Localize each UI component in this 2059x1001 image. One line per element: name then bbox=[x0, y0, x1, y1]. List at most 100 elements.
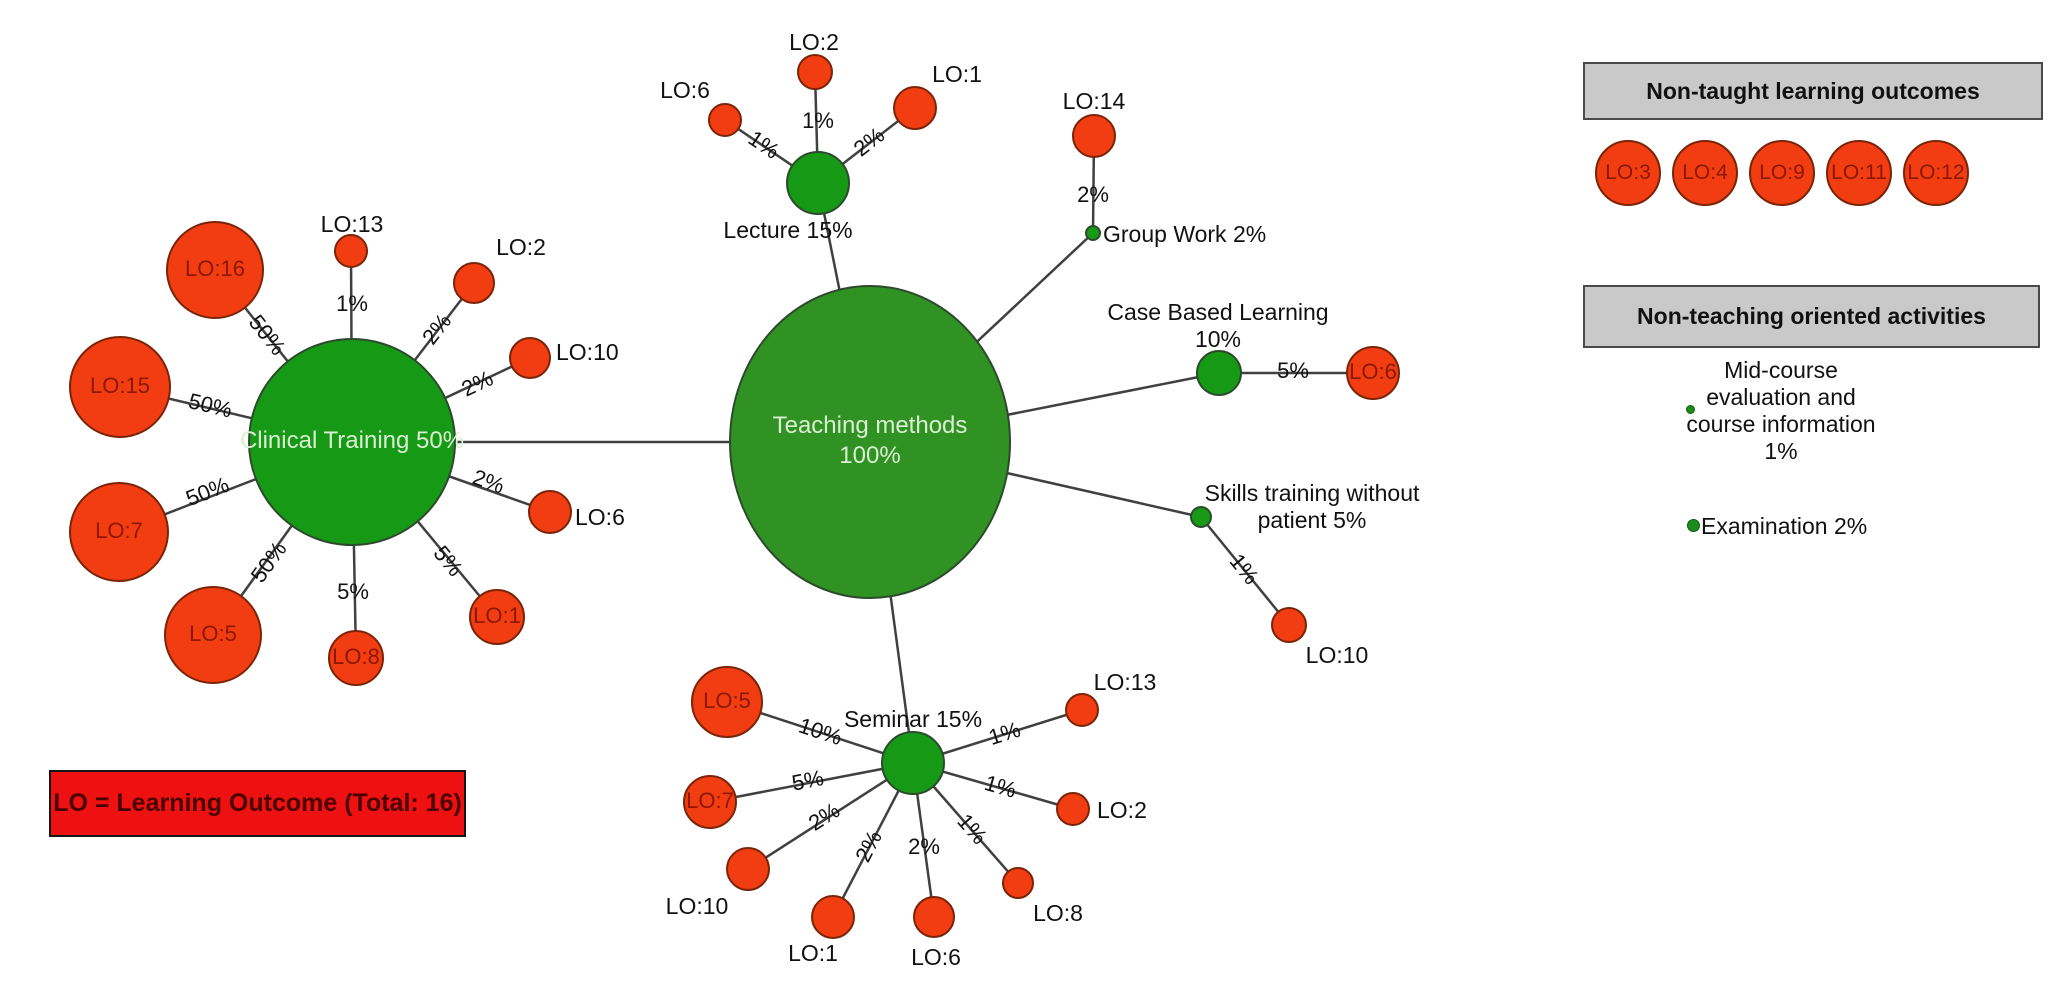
edge-label-clinical-c_lo7: 50% bbox=[182, 472, 232, 511]
non-taught-outcome-lo3: LO:3 bbox=[1595, 140, 1661, 206]
node-label-se_lo5: LO:5 bbox=[703, 688, 751, 713]
non-taught-outcome-lo11: LO:11 bbox=[1826, 140, 1892, 206]
node-label-c_lo1: LO:1 bbox=[473, 603, 521, 628]
node-c_lo16 bbox=[166, 221, 264, 319]
node-l_lo6 bbox=[708, 103, 742, 137]
node-se_lo2 bbox=[1056, 792, 1090, 826]
node-cbl bbox=[1196, 350, 1242, 396]
edge-label-lecture-l_lo6: 1% bbox=[744, 125, 784, 164]
node-label-c_lo7: LO:7 bbox=[95, 518, 143, 543]
node-label-c_lo13: LO:13 bbox=[321, 211, 384, 237]
node-label-seminar: Seminar 15% bbox=[844, 706, 982, 732]
edge-label-seminar-se_lo7: 5% bbox=[790, 765, 826, 796]
node-label-c_lo16: LO:16 bbox=[185, 256, 245, 281]
node-label-se_lo10: LO:10 bbox=[666, 893, 729, 919]
node-label-clinical: Clinical Training 50% bbox=[240, 427, 464, 454]
edge-label-clinical-c_lo16: 50% bbox=[244, 310, 291, 360]
non-taught-title: Non-taught learning outcomes bbox=[1646, 78, 1980, 104]
node-se_lo7 bbox=[683, 775, 737, 829]
node-c_lo7 bbox=[69, 482, 169, 582]
edge-label-clinical-c_lo8: 5% bbox=[337, 579, 369, 604]
legend-label: LO = Learning Outcome (Total: 16) bbox=[53, 789, 462, 817]
non-taught-circles: LO:3 LO:4 LO:9 LO:11 LO:12 bbox=[1595, 140, 1969, 206]
edge-label-seminar-se_lo5: 10% bbox=[796, 713, 846, 750]
node-c_lo5 bbox=[164, 586, 262, 684]
node-se_lo1 bbox=[811, 895, 855, 939]
edge-label-groupwork-g_lo14: 2% bbox=[1077, 182, 1109, 207]
node-label-groupwork: Group Work 2% bbox=[1103, 221, 1266, 247]
node-c_lo13 bbox=[334, 234, 368, 268]
node-teaching bbox=[729, 285, 1011, 599]
node-label-se_lo2: LO:2 bbox=[1097, 797, 1147, 823]
edge-label-seminar-se_lo1: 2% bbox=[850, 826, 887, 866]
node-label-c_lo6: LO:6 bbox=[575, 504, 625, 530]
midcourse-line-2: evaluation and bbox=[1706, 384, 1856, 410]
edge-seminar-se_lo10 bbox=[747, 761, 914, 871]
node-se_lo6 bbox=[913, 896, 955, 938]
non-taught-outcome-lo12: LO:12 bbox=[1903, 140, 1969, 206]
node-label-lecture: Lecture 15% bbox=[723, 217, 852, 243]
node-s_lo10 bbox=[1271, 607, 1307, 643]
node-c_lo6 bbox=[528, 490, 572, 534]
midcourse-dot-icon bbox=[1686, 405, 1695, 414]
node-c_lo10 bbox=[509, 337, 551, 379]
non-teaching-title: Non-teaching oriented activities bbox=[1637, 303, 1986, 329]
legend-box: LO = Learning Outcome (Total: 16) bbox=[49, 770, 466, 837]
node-label-c_lo5: LO:5 bbox=[189, 621, 237, 646]
node-clinical bbox=[248, 338, 456, 546]
node-c_lo8 bbox=[328, 630, 384, 686]
node-se_lo10 bbox=[726, 847, 770, 891]
node-label-c_lo15: LO:15 bbox=[90, 373, 150, 398]
node-label-l_lo1: LO:1 bbox=[932, 61, 982, 87]
node-label-se_lo1: LO:1 bbox=[788, 940, 838, 966]
edge-label-cbl-cb_lo6: 5% bbox=[1277, 358, 1309, 383]
node-c_lo1 bbox=[469, 589, 525, 645]
node-label-c_lo10: LO:10 bbox=[556, 339, 619, 365]
edge-label-clinical-c_lo15: 50% bbox=[186, 388, 235, 422]
edge-label-seminar-se_lo13: 1% bbox=[986, 717, 1024, 750]
non-taught-outcome-lo9: LO:9 bbox=[1749, 140, 1815, 206]
midcourse-line-3: course information bbox=[1686, 411, 1876, 437]
node-label-cbl: Case Based Learning 10% bbox=[1107, 299, 1328, 352]
examination-activity-label: Examination 2% bbox=[1701, 513, 1868, 539]
node-l_lo1 bbox=[893, 86, 937, 130]
node-label-se_lo8: LO:8 bbox=[1033, 900, 1083, 926]
node-label-c_lo8: LO:8 bbox=[332, 644, 380, 669]
midcourse-activity-label: Mid-course evaluation and course informa… bbox=[1685, 357, 1877, 465]
node-label-se_lo6: LO:6 bbox=[911, 944, 961, 970]
edge-label-seminar-se_lo2: 1% bbox=[982, 770, 1019, 803]
node-label-s_lo10: LO:10 bbox=[1306, 642, 1369, 668]
node-label-se_lo7: LO:7 bbox=[686, 788, 734, 813]
midcourse-line-1: Mid-course bbox=[1724, 357, 1838, 383]
node-label-l_lo2: LO:2 bbox=[789, 29, 839, 55]
node-g_lo14 bbox=[1072, 114, 1116, 158]
node-label-c_lo2: LO:2 bbox=[496, 234, 546, 260]
node-c_lo15 bbox=[69, 336, 171, 438]
node-label-skills: Skills training without patient 5% bbox=[1205, 480, 1420, 533]
node-se_lo8 bbox=[1002, 867, 1034, 899]
node-c_lo2 bbox=[453, 262, 495, 304]
node-se_lo5 bbox=[691, 666, 763, 738]
non-teaching-header: Non-teaching oriented activities bbox=[1583, 285, 2040, 348]
node-se_lo13 bbox=[1065, 693, 1099, 727]
edge-label-clinical-c_lo13: 1% bbox=[336, 291, 368, 316]
node-groupwork bbox=[1085, 225, 1101, 241]
node-label-se_lo13: LO:13 bbox=[1094, 669, 1157, 695]
node-label-cb_lo6: LO:6 bbox=[1349, 359, 1397, 384]
non-taught-header: Non-taught learning outcomes bbox=[1583, 62, 2043, 120]
node-cb_lo6 bbox=[1346, 346, 1400, 400]
node-lecture bbox=[786, 151, 850, 215]
non-taught-outcome-lo4: LO:4 bbox=[1672, 140, 1738, 206]
node-l_lo2 bbox=[797, 54, 833, 90]
node-skills bbox=[1190, 506, 1212, 528]
node-label-g_lo14: LO:14 bbox=[1063, 88, 1126, 114]
edge-label-clinical-c_lo10: 2% bbox=[458, 365, 497, 401]
edge-label-lecture-l_lo2: 1% bbox=[802, 108, 834, 133]
node-label-teaching: Teaching methods 100% bbox=[773, 412, 968, 469]
edge-seminar-se_lo7 bbox=[709, 761, 914, 804]
midcourse-line-4: 1% bbox=[1764, 438, 1798, 464]
examination-dot-icon bbox=[1687, 519, 1700, 532]
edge-label-clinical-c_lo6: 2% bbox=[469, 464, 507, 498]
